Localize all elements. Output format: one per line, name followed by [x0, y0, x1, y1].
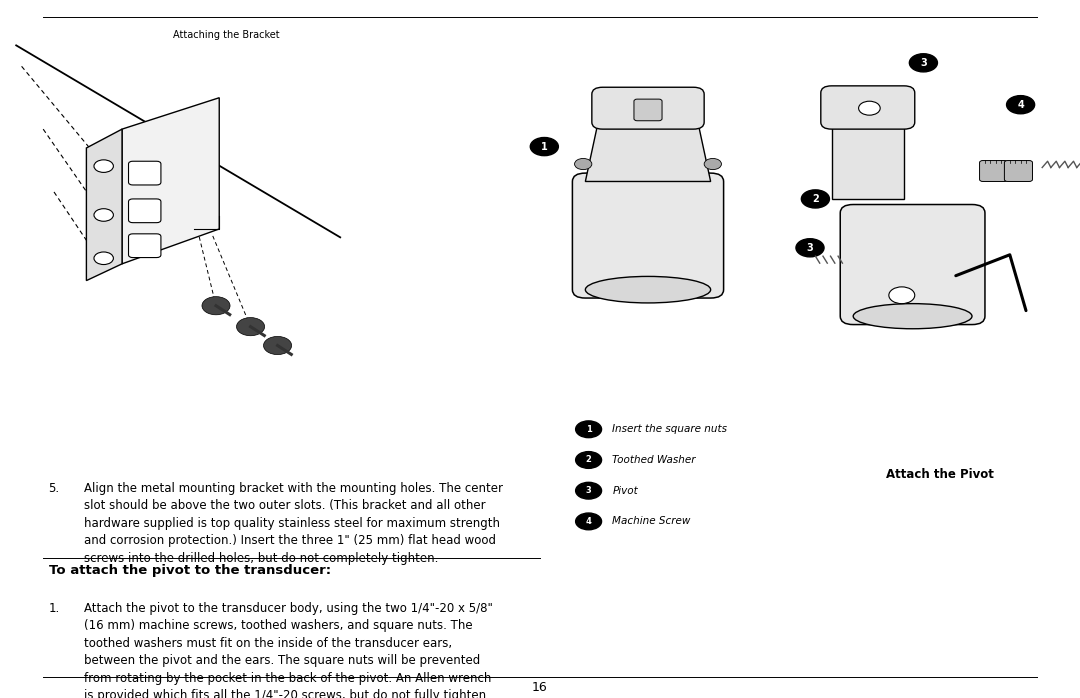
FancyBboxPatch shape: [592, 87, 704, 129]
Text: 1: 1: [585, 425, 592, 433]
Text: Toothed Washer: Toothed Washer: [612, 455, 696, 465]
Text: 4: 4: [1017, 100, 1024, 110]
Text: 16: 16: [532, 681, 548, 694]
Text: Align the metal mounting bracket with the mounting holes. The center
slot should: Align the metal mounting bracket with th…: [84, 482, 503, 565]
Circle shape: [889, 287, 915, 304]
Text: 4: 4: [585, 517, 592, 526]
Circle shape: [575, 158, 592, 170]
Text: 3: 3: [920, 58, 927, 68]
Circle shape: [1007, 96, 1035, 114]
Circle shape: [264, 336, 292, 355]
Text: Insert the square nuts: Insert the square nuts: [612, 424, 727, 434]
Circle shape: [94, 252, 113, 265]
Polygon shape: [122, 98, 219, 264]
Text: Attach the pivot to the transducer body, using the two 1/4"-20 x 5/8"
(16 mm) ma: Attach the pivot to the transducer body,…: [84, 602, 494, 698]
Text: Attaching the Bracket: Attaching the Bracket: [174, 30, 280, 40]
Circle shape: [237, 318, 265, 336]
Circle shape: [530, 138, 558, 156]
FancyBboxPatch shape: [129, 199, 161, 223]
Circle shape: [704, 158, 721, 170]
Text: 3: 3: [585, 487, 592, 495]
Circle shape: [202, 297, 230, 315]
Circle shape: [576, 452, 602, 468]
Circle shape: [909, 54, 937, 72]
FancyBboxPatch shape: [821, 86, 915, 129]
Circle shape: [94, 160, 113, 172]
FancyBboxPatch shape: [634, 99, 662, 121]
Circle shape: [576, 421, 602, 438]
Text: 1: 1: [541, 142, 548, 151]
Polygon shape: [585, 101, 711, 181]
Circle shape: [796, 239, 824, 257]
Ellipse shape: [585, 276, 711, 303]
Text: 1.: 1.: [49, 602, 59, 615]
Circle shape: [859, 101, 880, 115]
Circle shape: [576, 482, 602, 499]
FancyBboxPatch shape: [1004, 161, 1032, 181]
FancyBboxPatch shape: [129, 234, 161, 258]
Text: 5.: 5.: [49, 482, 59, 495]
FancyBboxPatch shape: [840, 205, 985, 325]
Circle shape: [801, 190, 829, 208]
Ellipse shape: [853, 304, 972, 329]
Text: 2: 2: [585, 456, 592, 464]
Circle shape: [576, 513, 602, 530]
Text: 3: 3: [807, 243, 813, 253]
FancyBboxPatch shape: [572, 173, 724, 298]
Text: Attach the Pivot: Attach the Pivot: [886, 468, 994, 481]
Text: To attach the pivot to the transducer:: To attach the pivot to the transducer:: [49, 564, 330, 577]
Polygon shape: [832, 98, 904, 199]
Text: Machine Screw: Machine Screw: [612, 517, 691, 526]
FancyBboxPatch shape: [129, 161, 161, 185]
Circle shape: [94, 209, 113, 221]
FancyBboxPatch shape: [980, 161, 1008, 181]
Polygon shape: [86, 129, 122, 281]
Text: Pivot: Pivot: [612, 486, 638, 496]
Text: 2: 2: [812, 194, 819, 204]
